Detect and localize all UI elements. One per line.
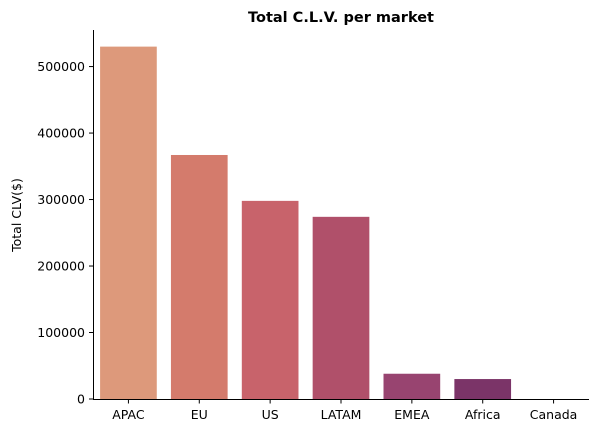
bar-us (241, 200, 299, 399)
x-axis-ticks: APAC EU US LATAM EMEA Africa Canada (112, 399, 578, 422)
x-tick-label: Canada (530, 407, 578, 422)
bar-apac (100, 46, 157, 400)
bar-africa (454, 379, 512, 399)
bar-emea (383, 373, 441, 399)
y-tick-label: 300000 (37, 192, 85, 207)
y-tick-label: 500000 (37, 59, 85, 74)
x-tick-label: US (262, 407, 279, 422)
x-tick-label: EU (191, 407, 208, 422)
bars-group (100, 46, 512, 400)
x-tick-label: EMEA (394, 407, 430, 422)
chart-title: Total C.L.V. per market (248, 10, 434, 26)
y-tick-label: 400000 (37, 126, 85, 141)
y-axis-ticks: 0 100000 200000 300000 400000 500000 (37, 59, 93, 407)
bar-latam (312, 216, 370, 399)
x-tick-label: APAC (112, 407, 145, 422)
bar-eu (170, 154, 228, 399)
y-tick-label: 0 (77, 392, 85, 407)
x-tick-label: Africa (465, 407, 501, 422)
y-tick-label: 100000 (37, 325, 85, 340)
y-axis-label: Total CLV($) (9, 178, 24, 253)
x-tick-label: LATAM (321, 407, 362, 422)
y-tick-label: 200000 (37, 259, 85, 274)
